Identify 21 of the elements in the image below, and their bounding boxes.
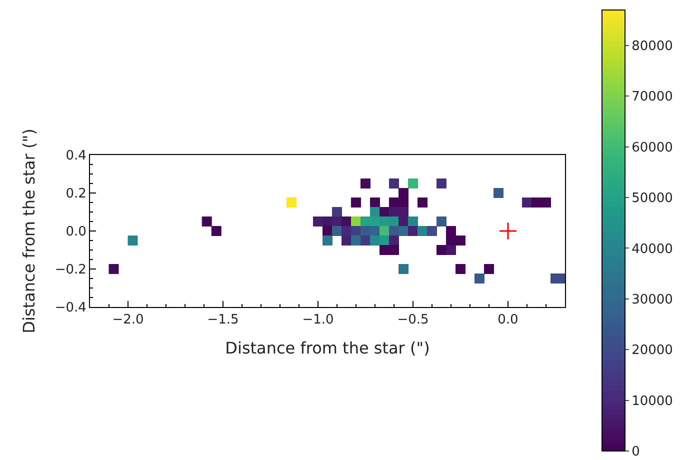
color-bar-label: 30000 bbox=[632, 292, 673, 308]
y-tick-label: −0.4 bbox=[54, 300, 86, 316]
color-bar-label: 0 bbox=[632, 444, 640, 460]
x-tick-label: −1.0 bbox=[302, 312, 334, 328]
x-axis-title: Distance from the star (") bbox=[225, 338, 430, 358]
y-axis-title: Distance from the star (") bbox=[20, 128, 39, 334]
color-bar-label: 40000 bbox=[632, 242, 673, 257]
x-tick-label: −2.0 bbox=[112, 312, 144, 328]
y-tick-label: −0.2 bbox=[54, 262, 86, 278]
x-tick-label: −1.5 bbox=[207, 312, 239, 328]
color-bar-label: 70000 bbox=[632, 90, 673, 105]
y-tick-label: 0.4 bbox=[66, 148, 86, 164]
color-bar-label: 20000 bbox=[632, 343, 673, 358]
y-tick-label: 0.2 bbox=[66, 186, 86, 202]
color-bar-label: 60000 bbox=[632, 140, 673, 156]
x-tick-label: −0.5 bbox=[397, 312, 429, 328]
x-tick-label: 0.0 bbox=[498, 312, 518, 328]
y-tick-label: 0.0 bbox=[66, 224, 86, 240]
color-bar-label: 80000 bbox=[632, 39, 673, 54]
color-bar-label: 10000 bbox=[632, 394, 673, 409]
color-bar-label: 50000 bbox=[632, 191, 673, 206]
